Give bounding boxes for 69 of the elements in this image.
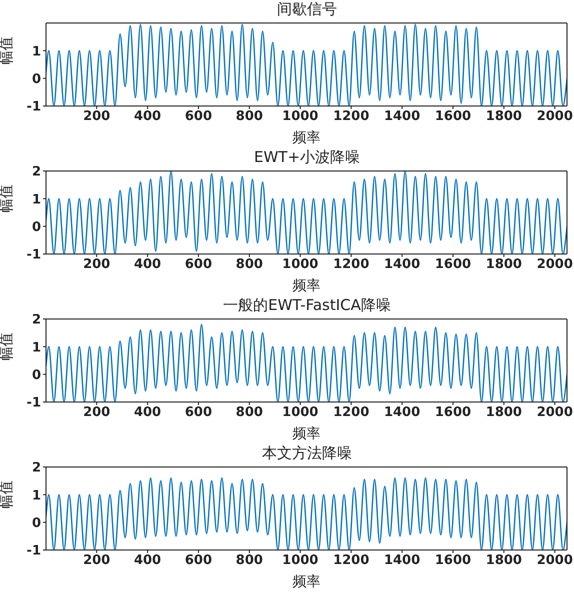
x-axis-title: 频率 — [292, 426, 320, 442]
x-tick-label: 400 — [134, 553, 162, 568]
y-axis-title: 幅值 — [0, 184, 15, 212]
x-tick-label: 1400 — [384, 553, 420, 568]
line-series — [46, 24, 567, 106]
x-tick-label: 200 — [83, 257, 110, 272]
x-tick-label: 1600 — [434, 109, 472, 124]
x-tick-label: 1200 — [333, 553, 370, 568]
y-tick-label: 1 — [32, 192, 41, 208]
x-tick-label: 1600 — [434, 257, 472, 272]
x-tick-label: 2000 — [536, 405, 573, 420]
y-tick-label: -1 — [26, 248, 41, 263]
chart-title: 一般的EWT-FastICA降噪 — [222, 296, 392, 314]
y-tick-label: 0 — [32, 516, 41, 531]
x-tick-label: 1400 — [384, 405, 420, 420]
y-tick-label: -1 — [26, 100, 41, 115]
y-tick-label: 2 — [32, 164, 41, 180]
x-tick-label: 600 — [184, 109, 212, 124]
chart-title: EWT+小波降噪 — [252, 148, 362, 166]
y-tick-label: -1 — [26, 544, 41, 559]
x-tick-label: 1800 — [486, 405, 522, 420]
x-tick-label: 2000 — [536, 257, 573, 272]
x-tick-label: 800 — [236, 257, 263, 272]
x-tick-label: 1200 — [333, 257, 370, 272]
y-tick-label: 0 — [32, 220, 41, 235]
x-tick-label: 400 — [134, 257, 162, 272]
x-tick-label: 1200 — [333, 405, 370, 420]
y-axis-title: 幅值 — [0, 332, 15, 360]
x-tick-label: 400 — [134, 405, 162, 420]
x-tick-label: 600 — [184, 257, 212, 272]
y-tick-label: -1 — [26, 396, 41, 411]
x-tick-label: 200 — [83, 405, 110, 420]
line-series — [46, 171, 567, 254]
x-tick-label: 1800 — [486, 109, 522, 124]
x-tick-label: 200 — [83, 553, 110, 568]
x-tick-label: 400 — [134, 109, 162, 124]
x-tick-label: 600 — [184, 553, 212, 568]
y-tick-label: 2 — [32, 460, 41, 476]
x-axis-title: 频率 — [292, 130, 320, 146]
y-axis-title: 幅值 — [0, 36, 15, 64]
x-tick-label: 2000 — [536, 553, 573, 568]
x-tick-label: 1800 — [486, 257, 522, 272]
x-tick-label: 800 — [236, 405, 263, 420]
x-tick-label: 1200 — [333, 109, 370, 124]
chart-title: 间歇信号 — [276, 0, 338, 18]
x-axis-title: 频率 — [292, 278, 320, 294]
x-tick-label: 1600 — [434, 553, 472, 568]
x-tick-label: 1400 — [384, 109, 420, 124]
y-tick-label: 1 — [32, 340, 41, 356]
x-tick-label: 1000 — [282, 257, 318, 272]
chart-title: 本文方法降噪 — [261, 444, 353, 462]
y-tick-label: 0 — [32, 72, 41, 87]
x-tick-label: 200 — [83, 109, 110, 124]
y-tick-label: 2 — [32, 312, 41, 328]
y-tick-label: 0 — [32, 368, 41, 383]
x-tick-label: 800 — [236, 553, 263, 568]
x-tick-label: 1800 — [486, 553, 522, 568]
y-tick-label: 1 — [32, 488, 41, 504]
x-tick-label: 2000 — [536, 109, 573, 124]
y-axis-title: 幅值 — [0, 480, 15, 508]
x-tick-label: 1000 — [282, 109, 318, 124]
x-tick-label: 1000 — [282, 405, 318, 420]
x-tick-label: 1600 — [434, 405, 472, 420]
y-tick-label: 1 — [32, 44, 41, 60]
x-axis-title: 频率 — [292, 574, 320, 590]
x-tick-label: 600 — [184, 405, 212, 420]
x-tick-label: 1400 — [384, 257, 420, 272]
x-tick-label: 800 — [236, 109, 263, 124]
x-tick-label: 1000 — [282, 553, 318, 568]
